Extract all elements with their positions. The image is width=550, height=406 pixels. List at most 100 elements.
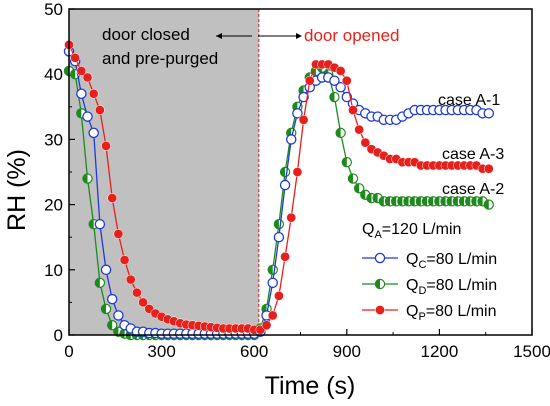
series-p xyxy=(64,40,494,335)
data-point xyxy=(348,105,358,115)
y-axis-label: RH (%) xyxy=(3,149,31,231)
case-a1-label: case A-1 xyxy=(438,92,500,109)
data-point xyxy=(88,88,99,99)
data-point xyxy=(335,81,346,93)
data-point xyxy=(329,91,340,103)
marker-half xyxy=(82,173,88,184)
case-a2-label: case A-2 xyxy=(442,181,504,198)
data-point xyxy=(360,137,371,148)
x-tick-label: 0 xyxy=(64,342,73,361)
marker-half xyxy=(379,196,384,206)
data-point xyxy=(329,75,340,86)
data-point xyxy=(82,72,93,83)
case-a3-label: case A-3 xyxy=(442,146,504,163)
data-point xyxy=(335,127,346,139)
marker-half xyxy=(434,196,440,206)
data-point xyxy=(267,277,278,289)
series-c xyxy=(63,46,495,339)
data-point xyxy=(94,277,106,289)
data-point xyxy=(100,303,112,315)
marker-half xyxy=(453,196,458,206)
data-point xyxy=(125,274,136,285)
x-tick-label: 1200 xyxy=(420,342,458,361)
data-point xyxy=(267,310,278,321)
marker-half xyxy=(95,278,100,288)
marker-half xyxy=(403,196,409,206)
marker-half xyxy=(478,196,483,206)
y-tick-label: 10 xyxy=(44,261,63,280)
legend-item-c: QC=80 L/min xyxy=(362,251,497,271)
marker-half xyxy=(397,196,403,206)
door-closed-label: door closed xyxy=(102,25,190,44)
marker-half xyxy=(410,196,415,206)
marker-half xyxy=(119,329,125,339)
data-point xyxy=(132,287,142,298)
data-point xyxy=(285,134,297,145)
data-point xyxy=(138,297,148,308)
data-point xyxy=(94,218,106,230)
data-point xyxy=(267,264,278,275)
y-tick-label: 0 xyxy=(54,326,63,345)
data-point xyxy=(353,183,365,194)
data-point xyxy=(279,179,291,191)
marker-half xyxy=(471,196,477,206)
marker-half xyxy=(342,157,347,167)
marker-half xyxy=(336,128,341,138)
marker-half xyxy=(366,193,372,203)
legend: QA=120 L/min QC=80 L/min QD=80 L/min QP=80… xyxy=(362,221,497,323)
tick-layer: 0 300 600 900 1200 1500 0 10 20 30 40 50 xyxy=(44,0,550,361)
data-point xyxy=(279,166,291,178)
x-tick-label: 1500 xyxy=(513,342,550,361)
marker-half xyxy=(107,320,113,330)
marker-half xyxy=(440,196,446,206)
marker-half xyxy=(113,327,119,337)
data-point xyxy=(341,157,352,168)
data-point xyxy=(483,108,495,119)
x-tick-label: 900 xyxy=(333,342,361,361)
legend-label: QC=80 L/min xyxy=(406,251,497,271)
data-point xyxy=(82,111,93,122)
plot-frame xyxy=(68,8,533,336)
data-point xyxy=(354,124,364,135)
legend-label: QP=80 L/min xyxy=(406,303,497,323)
data-point xyxy=(261,320,272,331)
marker-half xyxy=(447,196,452,206)
x-tick-label: 300 xyxy=(147,342,175,361)
marker-half xyxy=(274,219,279,229)
data-point xyxy=(106,293,118,305)
legend-marker xyxy=(374,278,386,290)
legend-label: QD=80 L/min xyxy=(406,277,497,297)
data-point xyxy=(298,114,309,125)
y-tick-label: 50 xyxy=(44,0,63,19)
marker-half xyxy=(76,108,82,118)
data-point xyxy=(347,173,359,184)
data-point xyxy=(273,231,285,243)
marker-half xyxy=(280,167,286,177)
legend-item-d: QD=80 L/min xyxy=(362,277,497,297)
door-arrows xyxy=(216,33,302,39)
marker-half xyxy=(428,196,434,206)
data-point xyxy=(113,229,124,239)
data-point xyxy=(107,193,118,203)
data-point xyxy=(113,310,124,321)
data-point xyxy=(273,218,285,230)
data-point xyxy=(292,108,303,119)
legend-item-p: QP=80 L/min xyxy=(362,303,497,323)
data-point xyxy=(280,251,290,262)
data-point xyxy=(76,66,87,76)
marker-half xyxy=(268,265,273,275)
marker-half xyxy=(360,190,366,200)
data-point xyxy=(286,212,297,223)
marker-half xyxy=(465,196,471,206)
marker-half xyxy=(484,200,489,210)
marker-half xyxy=(416,196,421,206)
marker-half xyxy=(329,92,335,102)
arrow-left-head xyxy=(216,33,222,39)
data-point xyxy=(70,53,81,63)
data-point xyxy=(335,66,346,76)
data-point xyxy=(95,105,105,115)
data-point xyxy=(76,88,87,100)
legend-marker xyxy=(374,252,386,264)
marker-half xyxy=(101,304,107,314)
